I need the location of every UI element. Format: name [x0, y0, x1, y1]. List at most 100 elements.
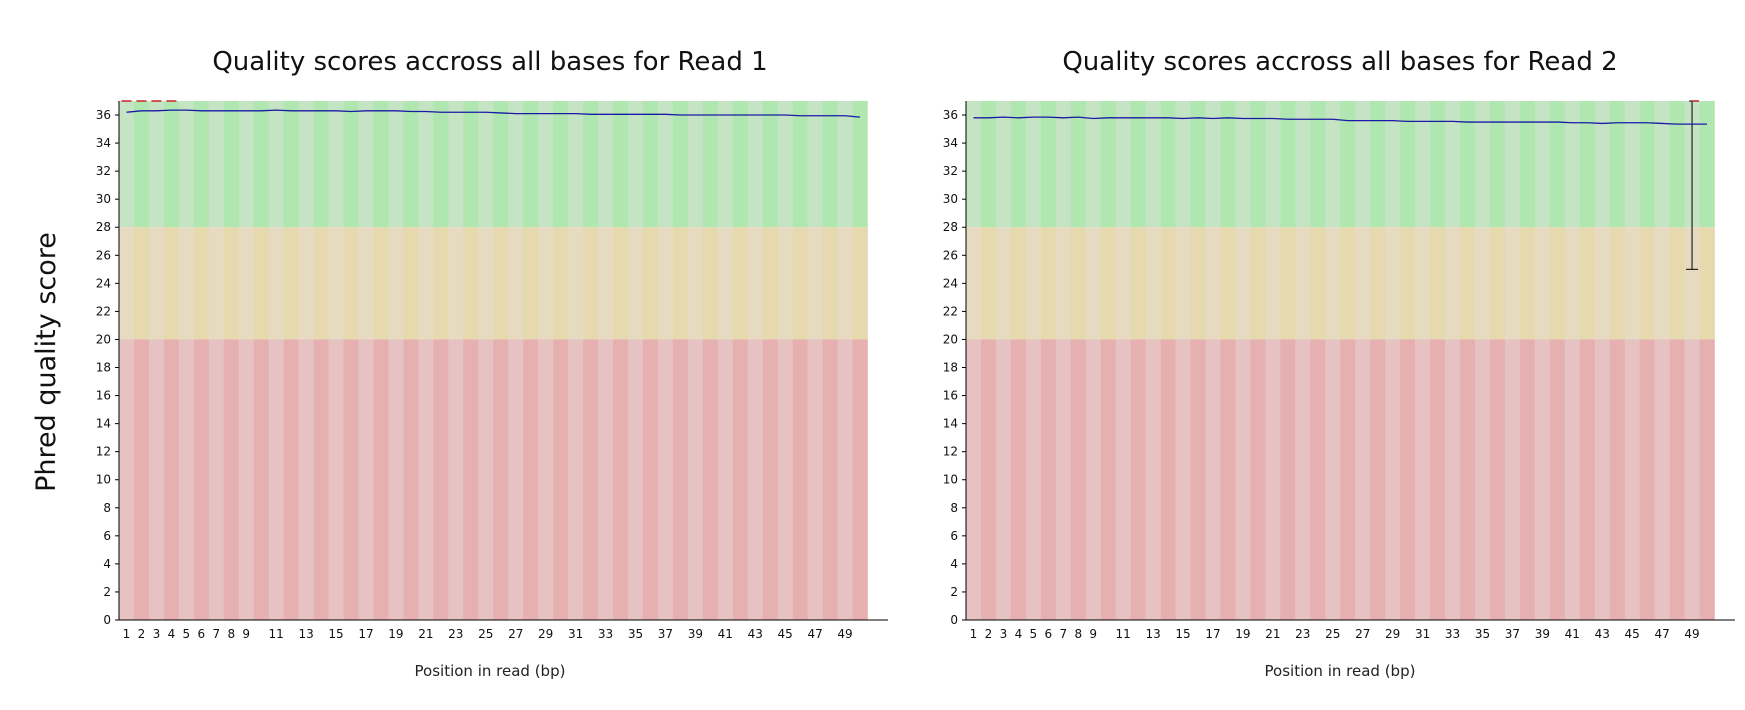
y-tick-label: 14	[943, 417, 958, 431]
x-tick-label: 31	[568, 627, 583, 641]
zone-good-stripe	[1130, 101, 1146, 228]
x-tick-label: 41	[1565, 627, 1580, 641]
zone-good-stripe	[1579, 101, 1596, 228]
zone-poor-stripe	[1639, 339, 1655, 620]
x-tick-label: 9	[1089, 627, 1097, 641]
zone-good-stripe	[687, 101, 704, 228]
zone-good-stripe	[1699, 101, 1715, 228]
zone-poor-stripe	[358, 339, 374, 620]
zone-good-stripe	[732, 101, 749, 228]
zone-reasonable-stripe	[1460, 227, 1476, 340]
zone-good-stripe	[283, 101, 299, 228]
zone-good-stripe	[388, 101, 404, 228]
zone-reasonable-stripe	[1400, 227, 1416, 340]
zone-reasonable-stripe	[1265, 227, 1281, 340]
y-tick-label: 36	[96, 108, 111, 122]
zone-reasonable-stripe	[777, 227, 793, 340]
x-tick-label: 19	[1235, 627, 1250, 641]
zone-good-stripe	[448, 101, 464, 228]
zone-reasonable-stripe	[1415, 227, 1431, 340]
y-tick-label: 0	[950, 613, 958, 627]
zone-good-stripe	[193, 101, 210, 228]
zone-good-stripe	[1489, 101, 1506, 228]
zone-good-stripe	[568, 101, 584, 228]
zone-poor-stripe	[1355, 339, 1371, 620]
zone-poor-stripe	[1220, 339, 1236, 620]
zone-good-stripe	[1190, 101, 1206, 228]
zone-poor-stripe	[1400, 339, 1416, 620]
zone-reasonable-stripe	[1474, 227, 1491, 340]
y-tick-label: 8	[103, 501, 111, 515]
zone-poor-stripe	[313, 339, 329, 620]
y-tick-label: 36	[943, 108, 958, 122]
zone-reasonable-stripe	[1519, 227, 1536, 340]
zone-poor-stripe	[1085, 339, 1102, 620]
zone-reasonable-stripe	[598, 227, 614, 340]
zone-reasonable-stripe	[1115, 227, 1131, 340]
y-tick-label: 18	[943, 361, 958, 375]
y-tick-label: 24	[96, 276, 111, 290]
zone-poor-stripe	[253, 339, 269, 620]
zone-good-stripe	[1564, 101, 1581, 228]
zone-good-stripe	[463, 101, 479, 228]
x-tick-label: 13	[298, 627, 313, 641]
x-tick-label: 21	[418, 627, 433, 641]
x-tick-label: 33	[1445, 627, 1460, 641]
zone-good-stripe	[523, 101, 539, 228]
zone-reasonable-stripe	[1564, 227, 1581, 340]
zone-reasonable-stripe	[1549, 227, 1566, 340]
zone-good-stripe	[238, 101, 255, 228]
zone-poor-stripe	[583, 339, 599, 620]
x-tick-label: 23	[1295, 627, 1310, 641]
zone-reasonable-stripe	[448, 227, 464, 340]
x-tick-label: 4	[1015, 627, 1023, 641]
zone-poor-stripe	[1430, 339, 1446, 620]
zone-reasonable-stripe	[463, 227, 479, 340]
zone-poor-stripe	[657, 339, 674, 620]
x-tick-label: 8	[1074, 627, 1082, 641]
zone-poor-stripe	[1504, 339, 1521, 620]
zone-reasonable-stripe	[1100, 227, 1116, 340]
x-tick-label: 17	[358, 627, 373, 641]
zone-poor-stripe	[478, 339, 494, 620]
zone-good-stripe	[1519, 101, 1536, 228]
x-tick-label: 43	[1595, 627, 1610, 641]
zone-good-stripe	[1460, 101, 1476, 228]
chart-title: Quality scores accross all bases for Rea…	[1062, 47, 1617, 77]
zone-good-stripe	[777, 101, 793, 228]
zone-good-stripe	[553, 101, 569, 228]
zone-poor-stripe	[1130, 339, 1146, 620]
zone-reasonable-stripe	[373, 227, 389, 340]
zone-good-stripe	[1160, 101, 1176, 228]
zone-reasonable-stripe	[1280, 227, 1296, 340]
y-tick-label: 4	[103, 557, 111, 571]
zone-reasonable-stripe	[583, 227, 599, 340]
zone-reasonable-stripe	[1684, 227, 1700, 340]
y-tick-label: 0	[103, 613, 111, 627]
x-tick-label: 35	[1475, 627, 1490, 641]
zone-reasonable-stripe	[178, 227, 195, 340]
zone-poor-stripe	[238, 339, 255, 620]
zone-poor-stripe	[1325, 339, 1341, 620]
zone-reasonable-stripe	[1594, 227, 1611, 340]
zone-reasonable-stripe	[822, 227, 838, 340]
x-tick-label: 47	[1654, 627, 1669, 641]
x-tick-label: 15	[328, 627, 343, 641]
zone-reasonable-stripe	[193, 227, 210, 340]
zone-good-stripe	[1010, 101, 1027, 228]
y-tick-label: 12	[943, 445, 958, 459]
zone-poor-stripe	[1564, 339, 1581, 620]
zone-good-stripe	[1340, 101, 1356, 228]
zone-reasonable-stripe	[1370, 227, 1386, 340]
zone-poor-stripe	[1415, 339, 1431, 620]
zone-good-stripe	[1175, 101, 1191, 228]
zone-poor-stripe	[298, 339, 314, 620]
zone-reasonable-stripe	[1040, 227, 1057, 340]
zone-reasonable-stripe	[238, 227, 255, 340]
zone-poor-stripe	[1145, 339, 1161, 620]
zone-poor-stripe	[568, 339, 584, 620]
zone-poor-stripe	[1280, 339, 1296, 620]
x-tick-label: 41	[718, 627, 733, 641]
zone-poor-stripe	[717, 339, 734, 620]
